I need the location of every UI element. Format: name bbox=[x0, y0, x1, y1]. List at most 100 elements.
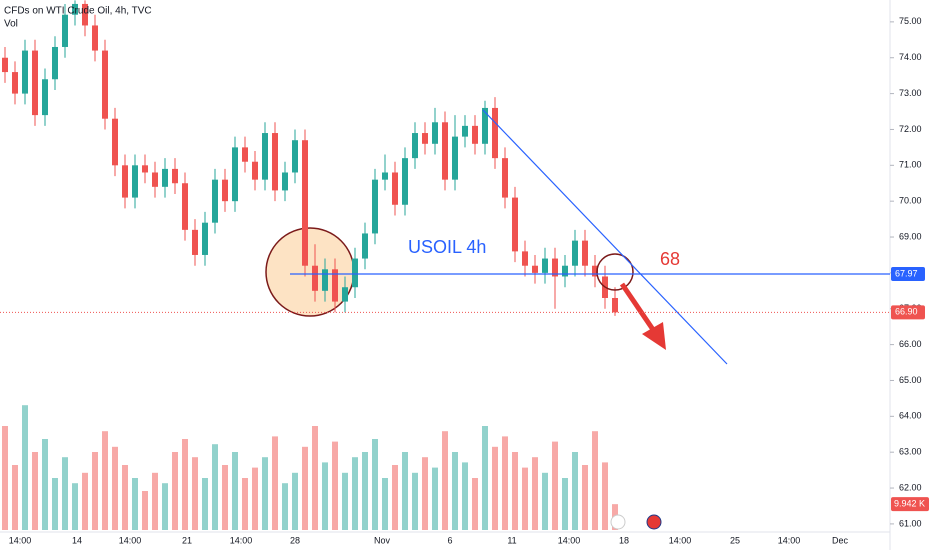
candle-body bbox=[452, 136, 458, 180]
y-tick-label: 64.00 bbox=[899, 411, 922, 421]
candle-body bbox=[92, 25, 98, 51]
candle-body bbox=[482, 107, 488, 144]
candle-body bbox=[122, 165, 128, 198]
candle-body bbox=[292, 140, 298, 173]
chart-title: CFDs on WTI Crude Oil, 4h, TVC bbox=[4, 6, 152, 17]
volume-bar bbox=[62, 457, 68, 530]
x-tick-label: 25 bbox=[730, 535, 740, 545]
x-tick-label: 14:00 bbox=[778, 535, 801, 545]
x-tick-label: 14:00 bbox=[119, 535, 142, 545]
candle-body bbox=[562, 265, 568, 277]
last-volume-box bbox=[891, 497, 929, 512]
event-icon[interactable] bbox=[610, 514, 626, 530]
volume-bar bbox=[322, 462, 328, 530]
candle-body bbox=[42, 79, 48, 116]
highlight-circle bbox=[596, 253, 634, 291]
candle-body bbox=[512, 197, 518, 252]
candle-body bbox=[132, 165, 138, 198]
candle-body bbox=[112, 118, 118, 166]
arrow bbox=[619, 282, 666, 350]
volume-bar bbox=[162, 483, 168, 530]
candles bbox=[2, 0, 618, 316]
volume-bar bbox=[282, 483, 288, 530]
volume-bar bbox=[582, 465, 588, 530]
candle-body bbox=[32, 50, 38, 116]
volume-bar bbox=[352, 457, 358, 530]
volume-bar bbox=[412, 472, 418, 530]
volume-bar bbox=[532, 457, 538, 530]
candle-body bbox=[202, 222, 208, 255]
y-tick-label: 66.00 bbox=[899, 339, 922, 349]
volume-bar bbox=[102, 431, 108, 530]
volume-bar bbox=[182, 439, 188, 530]
candle-body bbox=[182, 183, 188, 230]
volume-bar bbox=[442, 431, 448, 530]
y-tick-label: 71.00 bbox=[899, 160, 922, 170]
candle-body bbox=[352, 258, 358, 288]
volume-bar bbox=[32, 452, 38, 530]
volume-bar bbox=[562, 478, 568, 530]
volume-bar bbox=[12, 465, 18, 530]
candle-body bbox=[532, 265, 538, 273]
candle-body bbox=[102, 50, 108, 119]
volume-bar bbox=[392, 465, 398, 530]
volume-bar bbox=[422, 457, 428, 530]
candle-body bbox=[542, 258, 548, 273]
volume-bar bbox=[602, 462, 608, 530]
level-box bbox=[891, 266, 925, 281]
candle-body bbox=[232, 147, 238, 202]
flag-icon[interactable] bbox=[646, 514, 662, 530]
volume-bar bbox=[82, 472, 88, 530]
volume-bar bbox=[372, 439, 378, 530]
volume-bar bbox=[552, 441, 558, 530]
x-tick-label: 11 bbox=[507, 535, 516, 545]
volume-bar bbox=[342, 472, 348, 530]
candle-body bbox=[552, 258, 558, 277]
volume-bar bbox=[152, 472, 158, 530]
volume-bar bbox=[172, 452, 178, 530]
candle-body bbox=[462, 125, 468, 137]
candle-body bbox=[142, 165, 148, 173]
candle-body bbox=[582, 240, 588, 266]
candle-body bbox=[502, 158, 508, 198]
candle-body bbox=[472, 125, 478, 144]
volume-bar bbox=[432, 467, 438, 530]
candle-body bbox=[362, 233, 368, 259]
volume-bar bbox=[112, 446, 118, 530]
y-tick-label: 73.00 bbox=[899, 88, 922, 98]
candle-body bbox=[302, 140, 308, 266]
candle-body bbox=[12, 72, 18, 94]
trend-line bbox=[482, 109, 728, 365]
volume-bar bbox=[482, 426, 488, 530]
volume-bar bbox=[122, 465, 128, 530]
volume-bar bbox=[512, 452, 518, 530]
volume-bar bbox=[502, 436, 508, 530]
volume-bar bbox=[382, 478, 388, 530]
highlight-circle bbox=[265, 227, 355, 317]
x-tick-label: 14:00 bbox=[230, 535, 253, 545]
volume-bar bbox=[22, 405, 28, 530]
x-tick-label: 6 bbox=[447, 535, 452, 545]
candle-body bbox=[442, 122, 448, 180]
candle-body bbox=[272, 133, 278, 191]
level-price: 67.97 bbox=[895, 268, 918, 278]
volume-bar bbox=[522, 467, 528, 530]
y-tick-label: 61.00 bbox=[899, 518, 922, 528]
volume-bar bbox=[462, 462, 468, 530]
volume-pane bbox=[2, 405, 618, 530]
volume-bar bbox=[2, 426, 8, 530]
x-tick-label: 28 bbox=[290, 535, 300, 545]
candle-body bbox=[192, 229, 198, 255]
annotation: USOIL 4h bbox=[408, 237, 486, 257]
candle-body bbox=[322, 269, 328, 291]
x-tick-label: 21 bbox=[182, 535, 192, 545]
volume-bar bbox=[192, 457, 198, 530]
volume-bar bbox=[592, 431, 598, 530]
candle-body bbox=[312, 265, 318, 291]
volume-bar bbox=[262, 457, 268, 530]
volume-bar bbox=[452, 452, 458, 530]
candle-body bbox=[22, 50, 28, 94]
volume-bar bbox=[272, 436, 278, 530]
last-price: 66.90 bbox=[895, 307, 918, 317]
level-annotation: 68 bbox=[660, 249, 680, 269]
